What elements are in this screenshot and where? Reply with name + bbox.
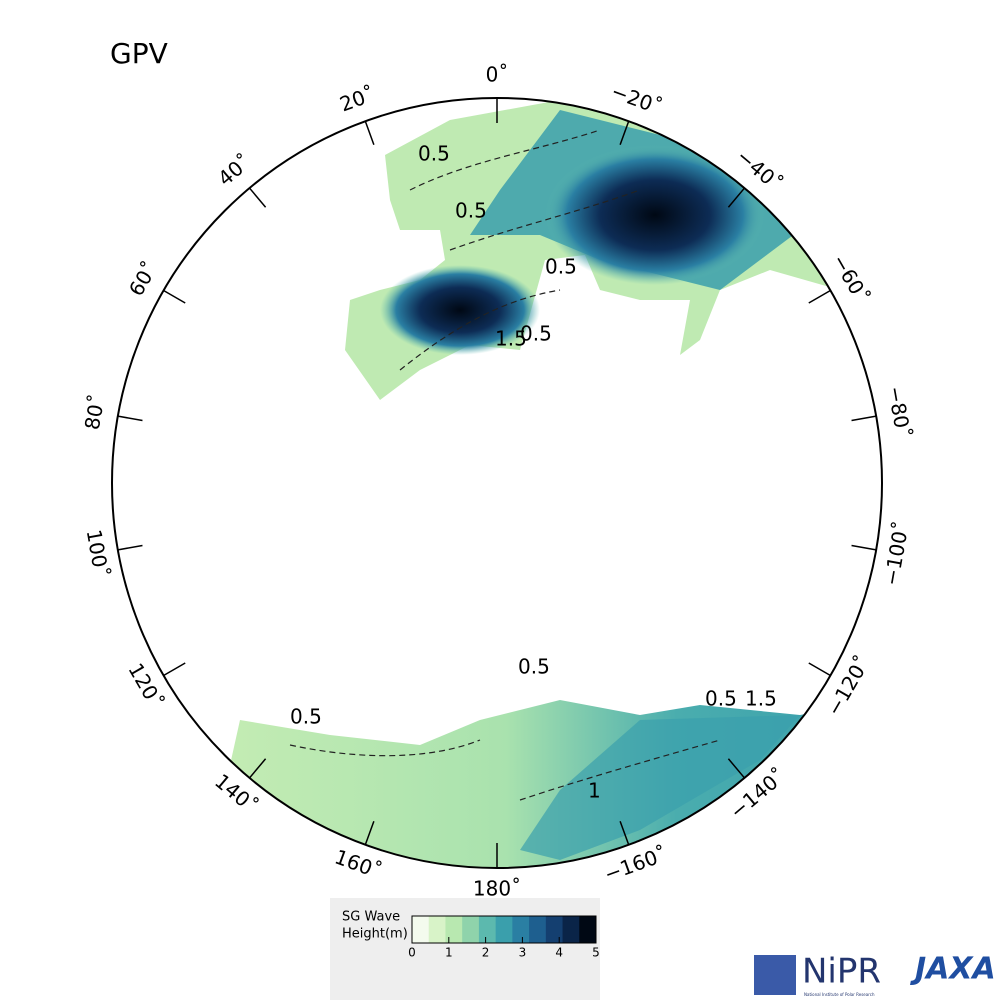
lon-tick xyxy=(851,544,877,551)
logo-icon xyxy=(754,955,796,995)
colorbar-swatch xyxy=(562,916,580,943)
lon-tick xyxy=(163,289,186,304)
nipr-logo: NiPR National Institute of Polar Researc… xyxy=(754,952,881,997)
lon-tick xyxy=(619,120,630,145)
lon-tick xyxy=(117,544,143,551)
colorbar-swatch xyxy=(478,916,497,943)
lon-label: 0˚ xyxy=(486,63,509,87)
lon-tick xyxy=(851,415,877,422)
lon-label: 100˚ xyxy=(82,528,114,580)
colorbar-tick-label: 1 xyxy=(445,946,453,960)
colorbar-swatch xyxy=(428,916,446,943)
colorbar-panel xyxy=(330,898,600,1000)
lon-tick xyxy=(727,758,746,779)
contour-label: 0.5 xyxy=(705,687,737,711)
pacific-swell xyxy=(520,715,800,860)
contour-label: 1 xyxy=(588,779,601,803)
lon-label: 80˚ xyxy=(80,393,110,432)
contour-label: 0.5 xyxy=(455,199,487,223)
lon-tick xyxy=(619,821,630,846)
lon-tick xyxy=(364,120,375,145)
lon-tick xyxy=(808,289,831,304)
colorbar-swatch xyxy=(445,916,463,943)
wave-max xyxy=(545,145,765,285)
lon-label: −80˚ xyxy=(883,384,916,440)
lon-tick xyxy=(727,187,746,208)
colorbar-swatch xyxy=(462,916,480,943)
contour-label: 0.5 xyxy=(518,655,550,679)
lon-tick xyxy=(364,821,375,846)
contour-label: 0.5 xyxy=(545,255,577,279)
lon-label: −100˚ xyxy=(879,519,914,587)
lon-tick xyxy=(117,415,143,422)
colorbar: 0 1 2 3 4 5 xyxy=(408,915,600,960)
contour-label: 0.5 xyxy=(520,322,552,346)
lon-label: −20˚ xyxy=(608,79,665,119)
colorbar-tick-label: 5 xyxy=(592,946,600,960)
contour-label: 1.5 xyxy=(745,687,777,711)
colorbar-tick-label: 0 xyxy=(408,946,416,960)
colorbar-swatch xyxy=(512,916,530,943)
jaxa-logo: JAXA xyxy=(910,952,996,987)
colorbar-label: Height(m) xyxy=(342,927,408,942)
colorbar-frame xyxy=(411,915,597,944)
logo-text: NiPR xyxy=(802,952,881,992)
contour-line xyxy=(289,129,721,801)
colorbar-label: SG Wave xyxy=(342,910,400,925)
contour-label: 0.5 xyxy=(290,705,322,729)
lon-tick xyxy=(808,662,831,677)
lon-tick xyxy=(248,758,267,779)
map-title: GPV xyxy=(110,37,168,70)
lon-tick xyxy=(248,187,267,208)
lon-tick xyxy=(163,662,186,677)
lon-label: 60˚ xyxy=(124,257,163,300)
wave-max xyxy=(380,265,540,355)
colorbar-tick-label: 2 xyxy=(482,946,490,960)
lon-label: −120˚ xyxy=(822,652,875,720)
colorbar-tick-label: 4 xyxy=(555,946,563,960)
lon-label: 40˚ xyxy=(213,149,256,190)
contour-label: 1.5 xyxy=(495,327,527,351)
colorbar-tick-label: 3 xyxy=(519,946,527,960)
colorbar-swatch xyxy=(579,916,597,943)
lon-label: 180˚ xyxy=(473,877,521,901)
lon-label: 160˚ xyxy=(332,845,385,884)
contour-labels: 0.5 0.5 0.5 1.5 0.5 0.5 0.5 0.5 1.5 1 xyxy=(290,142,777,803)
colorbar-swatch xyxy=(412,916,430,943)
contour-label: 0.5 xyxy=(418,142,450,166)
colorbar-swatch xyxy=(545,916,564,943)
lon-label: 20˚ xyxy=(337,82,379,117)
colorbar-swatch xyxy=(529,916,547,943)
logo-subtext: National Institute of Polar Research xyxy=(804,992,875,997)
colorbar-swatch xyxy=(495,916,513,943)
lon-label: 120˚ xyxy=(123,659,168,713)
